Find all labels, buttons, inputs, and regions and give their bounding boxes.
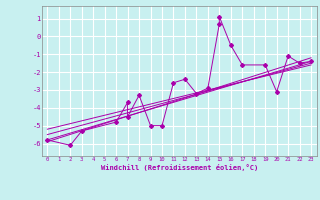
X-axis label: Windchill (Refroidissement éolien,°C): Windchill (Refroidissement éolien,°C)	[100, 164, 258, 171]
